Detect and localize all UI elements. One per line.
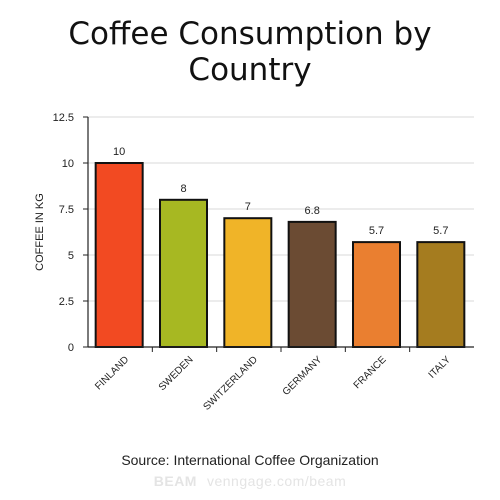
bar-sweden [159,198,208,348]
bar-finland [94,162,144,348]
x-tick-label: SWITZERLAND [201,354,259,412]
x-tick-label: FRANCE [352,354,389,391]
y-tick-label: 7.5 [59,204,74,216]
data-label: 6.8 [305,205,320,217]
x-tick-label: ITALY [427,354,454,381]
y-tick-label: 12.5 [53,112,74,124]
y-tick-label: 10 [62,158,74,170]
data-label: 7 [245,201,251,213]
data-label: 5.7 [369,225,384,237]
bar-italy [416,241,466,348]
x-tick-label: FINLAND [93,354,131,392]
source-note: Source: International Coffee Organizatio… [121,452,379,468]
y-tick-label: 0 [68,342,74,354]
bar-france [352,241,401,348]
chart-title-line-2: Country [188,52,312,88]
bar-germany [287,220,337,349]
y-tick-label: 5 [68,250,74,262]
bar-switzerland [223,217,273,348]
x-tick-label: GERMANY [281,354,325,398]
x-tick-label: SWEDEN [157,354,196,393]
y-tick-label: 2.5 [59,296,74,308]
watermark: BEAM venngage.com/beam [0,473,500,489]
watermark-url: venngage.com/beam [206,473,347,489]
chart-title-line-1: Coffee Consumption by [68,16,432,52]
data-label: 8 [180,183,186,195]
data-label: 5.7 [433,225,448,237]
chart-title: Coffee Consumption by Country [0,16,500,88]
y-axis-title: COFFEE IN KG [34,193,46,271]
watermark-brand: BEAM [153,473,197,489]
data-label: 10 [113,146,125,158]
